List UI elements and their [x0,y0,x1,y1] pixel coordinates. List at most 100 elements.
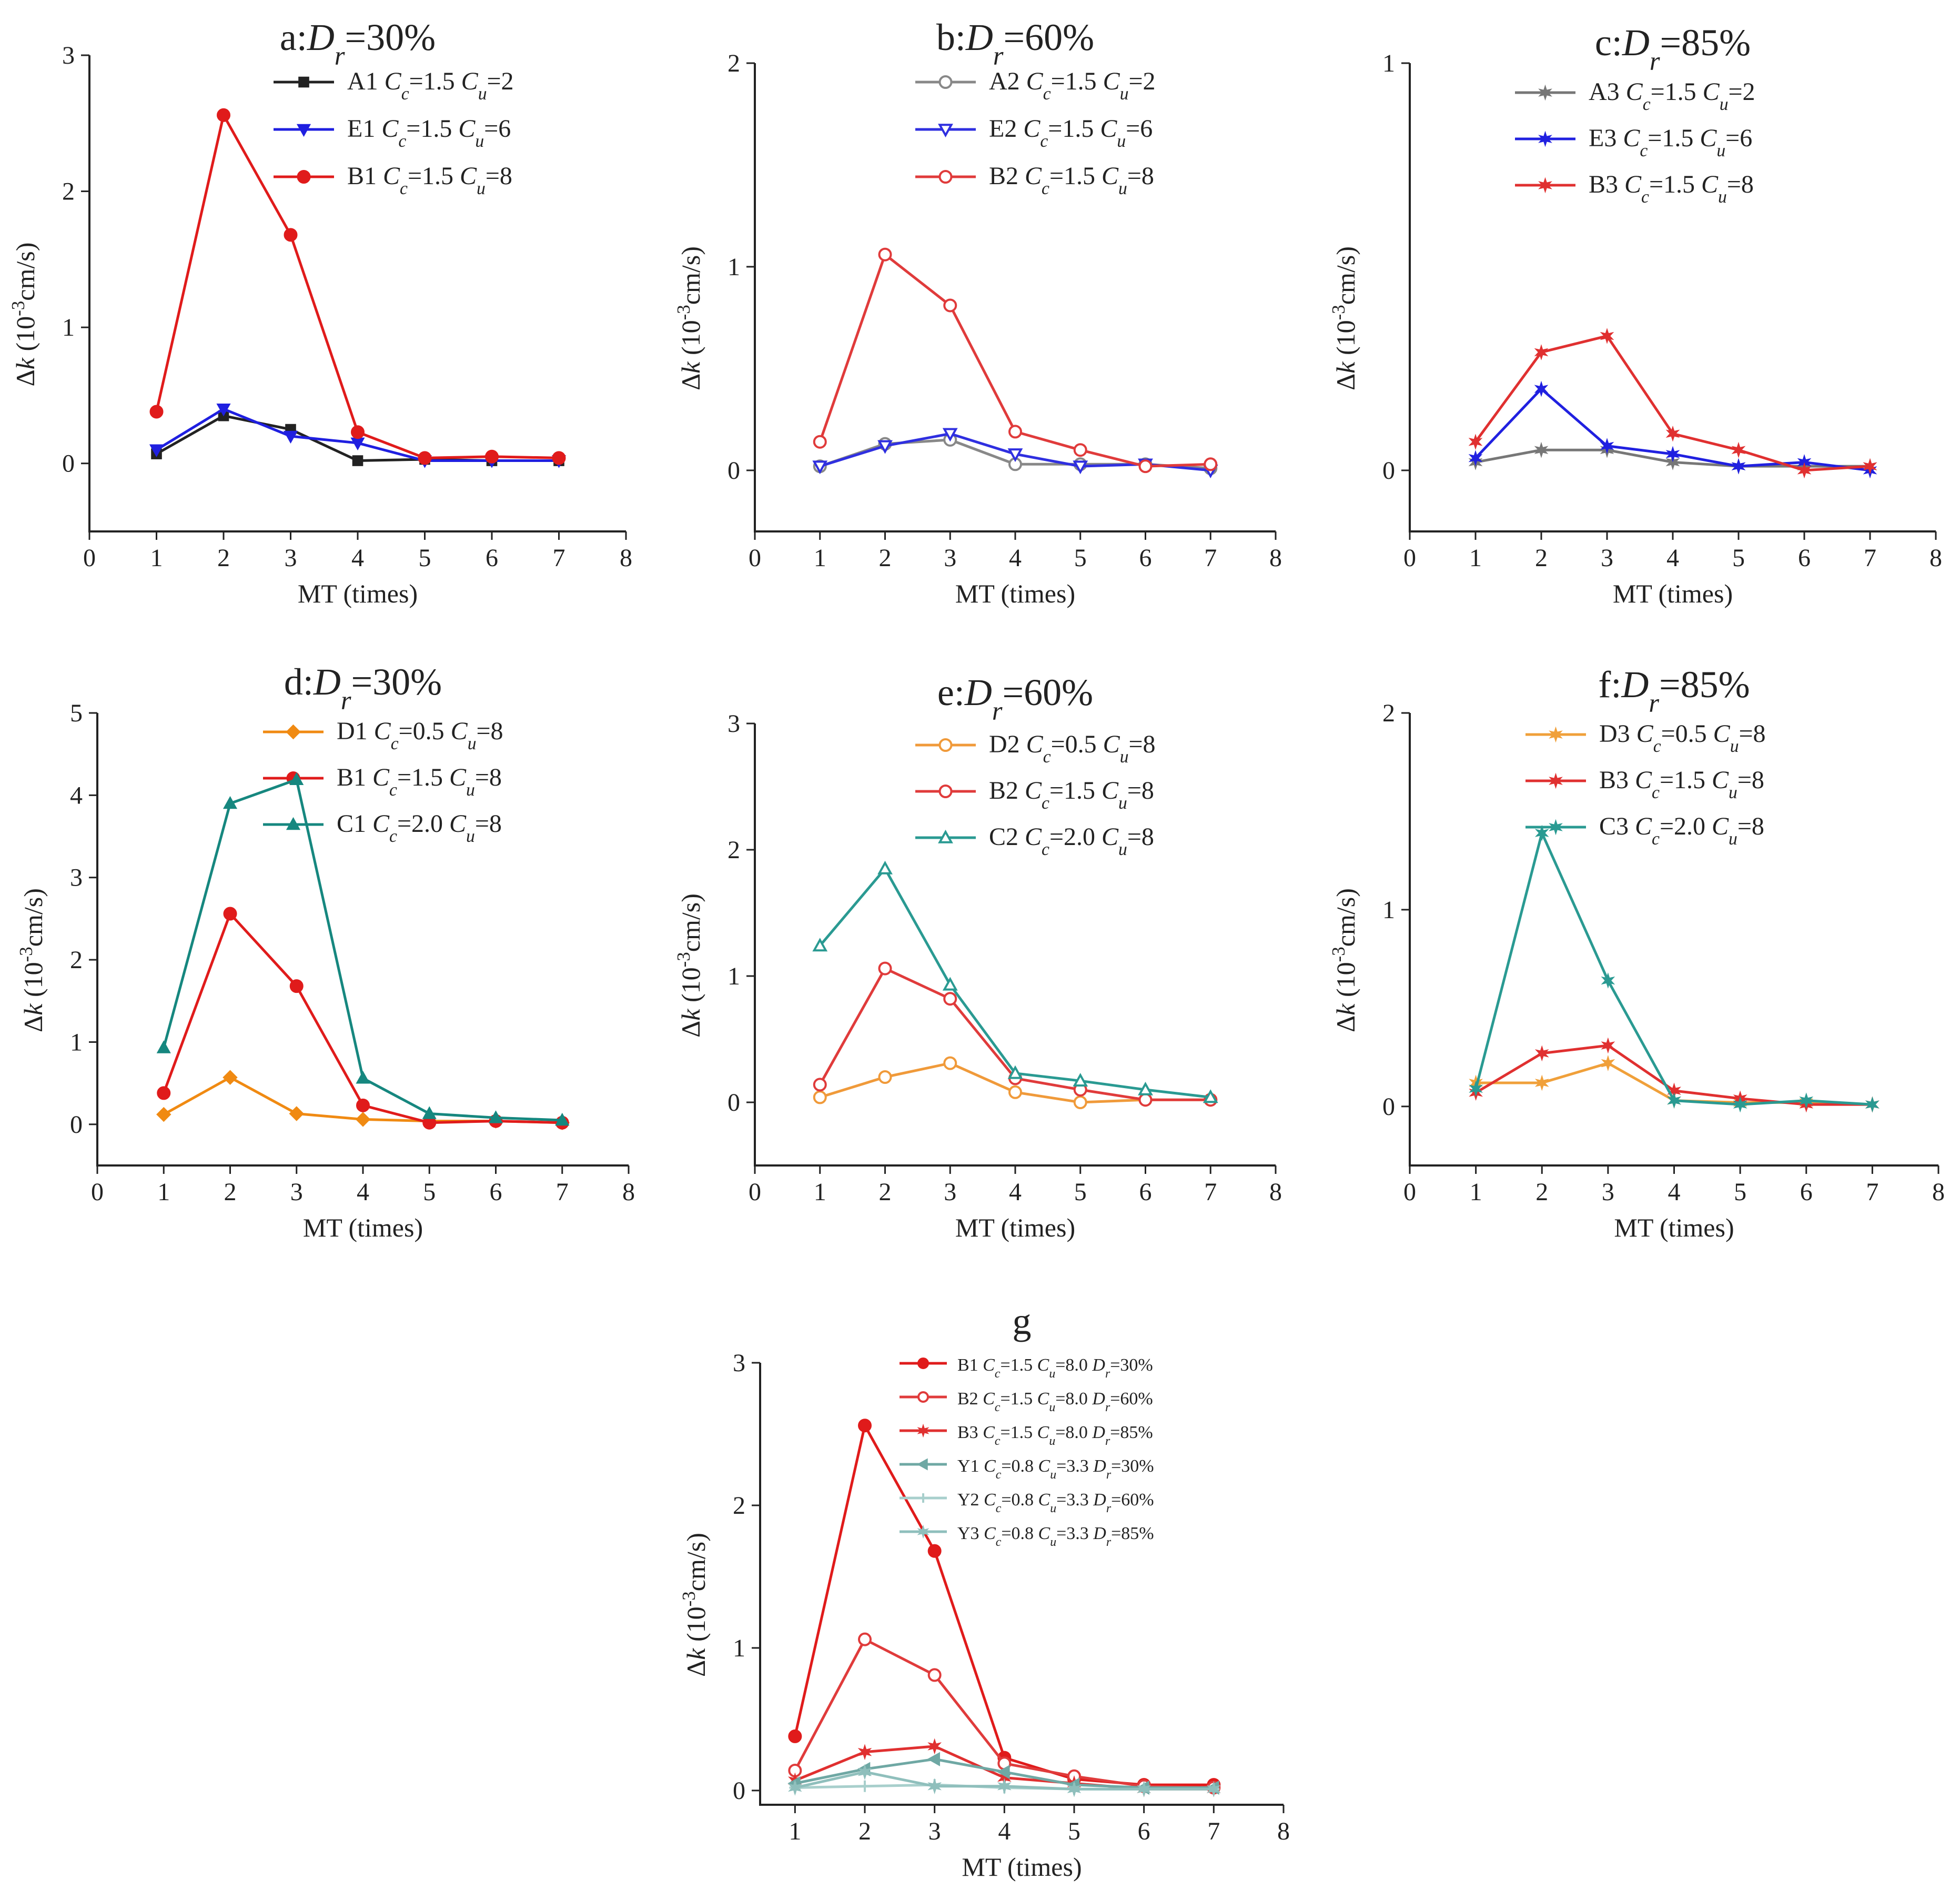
x-tick-label: 1 [1470,1178,1482,1206]
data-point [217,108,230,122]
legend-marker [1549,772,1563,789]
legend-marker [917,1358,929,1369]
x-tick-label: 7 [1866,1178,1878,1206]
y-tick-label: 0 [70,1111,83,1139]
legend-marker [1538,130,1552,147]
data-point [1600,328,1614,344]
panel-f-title: f:Dr=85% [1598,664,1750,718]
data-point [1534,1074,1549,1091]
data-point [1600,438,1614,454]
panel-e-xlabel: MT (times) [955,1213,1075,1242]
y-tick-label: 3 [62,42,75,69]
y-tick-label: 0 [1382,1093,1395,1121]
x-tick-label: 3 [944,544,956,572]
data-point [858,1419,872,1433]
x-tick-label: 4 [1668,1178,1681,1206]
data-point [418,451,432,465]
data-point [812,938,828,952]
legend-label: E1 Cc=1.5 Cu=6 [347,115,511,151]
panel-d-ylabel: Δk (10-3cm/s) [16,888,48,1032]
panel-d-title: d:Dr=30% [284,661,442,715]
x-tick-label: 8 [620,544,632,572]
y-tick-label: 1 [62,314,75,341]
series-line [819,867,1211,1099]
panel-g-ylabel: Δk (10-3cm/s) [679,1533,711,1677]
data-point [552,451,566,465]
y-tick-label: 1 [733,1634,745,1662]
legend-label: B2 Cc=1.5 Cu=8 [989,162,1154,198]
data-point [813,435,827,449]
y-tick-label: 1 [1382,49,1395,77]
panel-g-xlabel: MT (times) [962,1852,1082,1882]
panel-e-title: e:Dr=60% [937,671,1093,726]
data-point [1469,1080,1483,1097]
legend-label: D3 Cc=0.5 Cu=8 [1599,720,1766,756]
data-point [857,1744,872,1761]
x-tick-label: 5 [1734,1178,1746,1206]
data-point [1665,454,1680,470]
x-tick-label: 6 [1139,544,1152,572]
panel-b-title: b:Dr=60% [936,16,1094,71]
x-tick-label: 5 [1068,1817,1080,1845]
x-tick-label: 3 [928,1817,941,1845]
x-tick-label: 7 [1204,544,1217,572]
legend-label: Y2 Cc=0.8 Cu=3.3 Dr=60% [957,1490,1154,1515]
data-point [1138,459,1153,474]
data-point [1797,462,1812,479]
y-tick-label: 1 [728,253,740,281]
legend-marker [917,1391,929,1403]
y-tick-label: 2 [733,1492,745,1520]
series-line [1474,831,1873,1106]
data-point [1073,460,1088,475]
legend-entry: D1 Cc=0.5 Cu=8 [263,717,503,753]
data-point [149,405,164,419]
data-point [1534,441,1549,458]
x-tick-label: 4 [357,1178,369,1206]
legend-label: B3 Cc=1.5 Cu=8 [1599,766,1764,802]
data-point [356,1071,370,1084]
y-tick-label: 0 [733,1777,745,1805]
data-point [1665,425,1680,442]
x-tick-label: 2 [1535,544,1548,572]
panel-c-title: c:Dr=85% [1595,22,1751,76]
data-point [788,1729,802,1743]
data-point [942,428,958,442]
data-point [997,1765,1010,1780]
data-point [1137,1781,1151,1797]
legend-marker [938,170,953,184]
data-point [422,1106,437,1119]
x-tick-label: 6 [1139,1178,1152,1206]
legend-marker [1538,177,1552,194]
series-d-1 [157,907,569,1130]
panel-f-ylabel: Δk (10-3cm/s) [1328,888,1361,1032]
legend-label: Y3 Cc=0.8 Cu=3.3 Dr=85% [957,1524,1154,1549]
data-point [877,860,893,874]
panel-a-ylabel: Δk (10-3cm/s) [8,243,41,387]
data-point [1138,1081,1153,1095]
legend-marker [286,724,301,740]
x-tick-label: 8 [622,1178,635,1206]
legend-entry: A1 Cc=1.5 Cu=2 [274,67,514,104]
data-point [488,1110,503,1123]
x-tick-label: 1 [150,544,163,572]
x-tick-label: 5 [419,544,431,572]
data-point [813,1090,827,1104]
legend-entry: D2 Cc=0.5 Cu=8 [915,730,1156,767]
data-point [1731,441,1746,458]
legend-marker [938,829,953,843]
data-point [927,1544,942,1558]
legend-label: A2 Cc=1.5 Cu=2 [989,67,1156,104]
data-point [1073,443,1087,457]
y-tick-label: 0 [728,457,740,485]
x-tick-label: 0 [1403,1178,1416,1206]
x-tick-label: 8 [1269,1178,1282,1206]
x-tick-label: 3 [290,1178,303,1206]
x-tick-label: 5 [1074,544,1087,572]
x-tick-label: 7 [1864,544,1876,572]
data-point [927,1668,942,1682]
y-tick-label: 2 [1382,699,1395,727]
legend-entry: E2 Cc=1.5 Cu=6 [915,115,1153,151]
x-tick-label: 4 [1009,544,1022,572]
x-tick-label: 6 [1798,544,1811,572]
panel-b: 0 1 2 3 4 5 6 7 8 0 1 2 MT (times) Δk (10-3cm/s) b:Dr=… [673,16,1282,608]
